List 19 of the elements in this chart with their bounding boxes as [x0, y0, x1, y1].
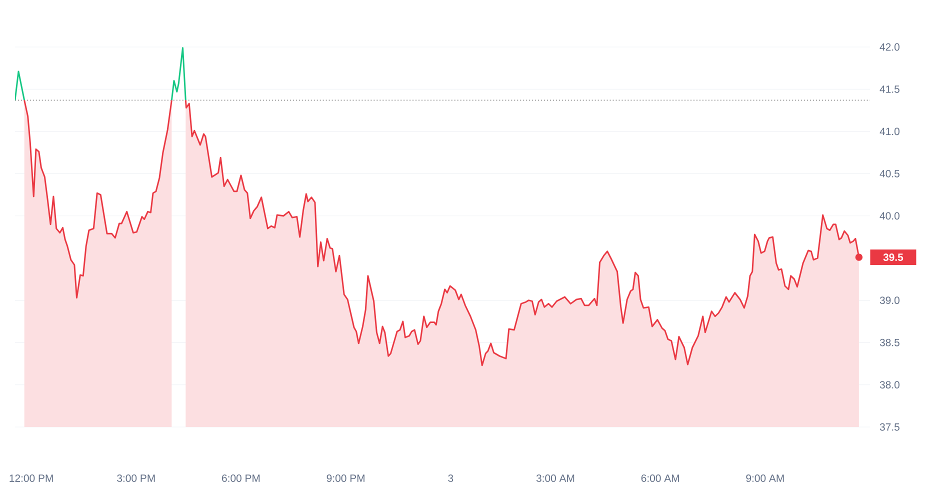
x-tick-label: 6:00 AM [641, 474, 679, 482]
y-tick-label: 42.0 [880, 43, 900, 51]
annotation: 39.5 [883, 254, 904, 261]
x-tick-label: 9:00 PM [326, 474, 364, 482]
y-tick-label: 38.0 [880, 381, 900, 388]
x-tick-label: 9:00 AM [746, 474, 784, 482]
y-tick-label: 38.5 [880, 338, 900, 346]
y-tick-label: 41.5 [880, 86, 900, 93]
y-tick-label: 40.5 [880, 170, 900, 178]
x-tick-label: 12:00 PM [10, 474, 53, 482]
y-tick-label: 41.0 [880, 128, 900, 136]
x-tick-label: 3 [448, 474, 454, 482]
line-series [170, 47, 186, 101]
y-tick-label: 40.0 [880, 212, 900, 220]
y-tick-label: 39.0 [880, 296, 900, 304]
x-tick-label: 6:00 PM [222, 474, 260, 482]
x-tick-label: 3:00 PM [117, 474, 155, 482]
x-tick-label: 3:00 AM [536, 474, 574, 482]
y-tick-label: 37.5 [880, 423, 900, 431]
